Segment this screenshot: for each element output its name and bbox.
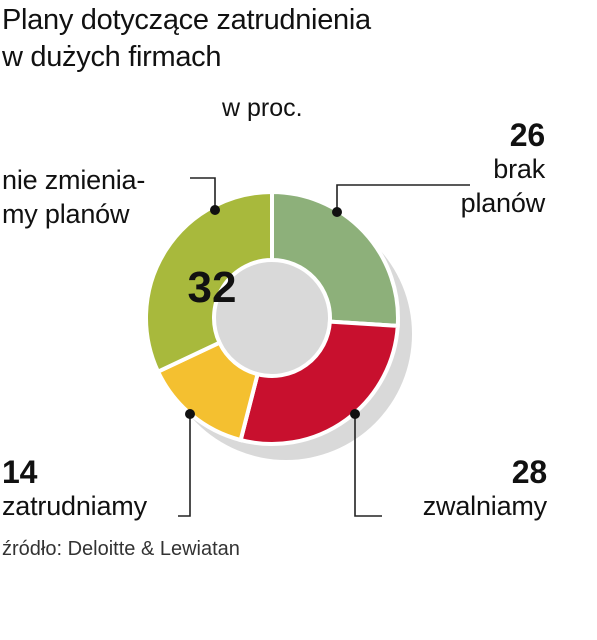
leader-zwalniamy-dot — [350, 409, 360, 419]
chart-title: Plany dotyczące zatrudnienia w dużych fi… — [2, 2, 371, 76]
value-zatrudniamy: 14 — [2, 454, 38, 490]
text-zwalniamy: zwalniamy — [422, 491, 547, 521]
leader-nie-zmieniamy — [190, 177, 216, 210]
leader-zatrudniamy-dot — [185, 409, 195, 419]
text-planow: planów — [460, 188, 546, 218]
slice-nie-zmieniamy — [144, 189, 274, 375]
value-nie-zmieniamy: 32 — [188, 263, 237, 312]
label-nie-zmieniamy: nie zmienia- my planów — [2, 163, 145, 231]
value-zwalniamy: 28 — [511, 454, 547, 490]
text-my-planow: my planów — [2, 199, 130, 229]
value-brak-planow: 26 — [509, 117, 545, 153]
text-zatrudniamy: zatrudniamy — [2, 491, 147, 521]
leader-nie-zmieniamy-dot — [210, 205, 220, 215]
text-brak: brak — [493, 154, 545, 184]
label-zwalniamy: 28 zwalniamy — [390, 455, 547, 523]
label-brak-planow: 26 brak planów — [445, 117, 546, 220]
leader-brak-planow — [336, 184, 470, 212]
slice-zwalniamy — [238, 319, 400, 446]
unit-label: w proc. — [222, 94, 303, 122]
leader-zwalniamy — [354, 414, 382, 517]
slice-brak-planow — [270, 189, 400, 329]
title-line-2: w dużych firmach — [2, 41, 222, 73]
label-zatrudniamy: 14 zatrudniamy — [2, 455, 147, 523]
title-line-1: Plany dotyczące zatrudnienia — [2, 4, 371, 36]
source-note: źródło: Deloitte & Lewiatan — [2, 538, 240, 560]
leader-brak-planow-dot — [332, 207, 342, 217]
leader-zatrudniamy — [178, 414, 191, 517]
text-nie-zmienia: nie zmienia- — [2, 165, 146, 195]
